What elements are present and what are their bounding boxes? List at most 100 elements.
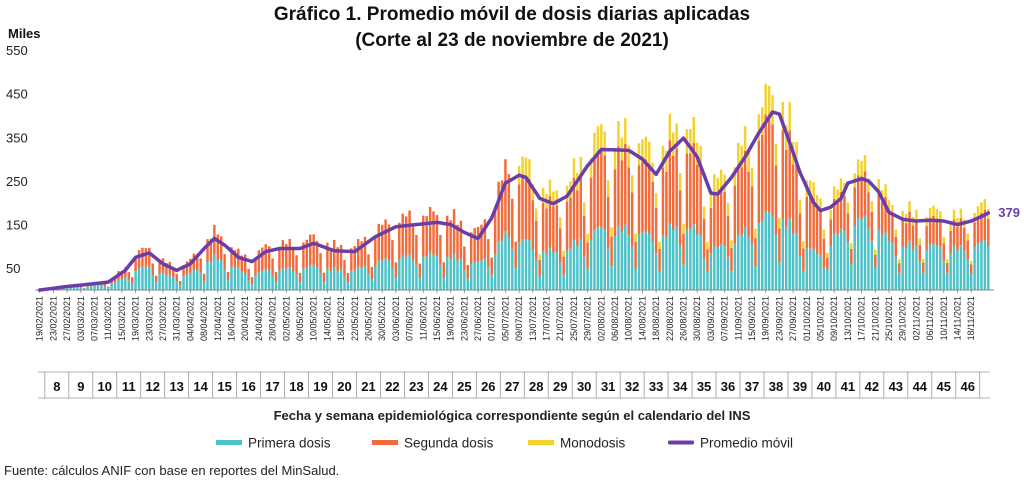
segunda-dosis-bar (976, 216, 980, 244)
segunda-dosis-bar (730, 247, 733, 272)
primera-dosis-bar (497, 241, 500, 290)
primera-dosis-bar (353, 270, 356, 290)
x-tick-label: 06/11/2021 (925, 296, 935, 340)
primera-dosis-bar (716, 247, 719, 290)
segunda-dosis-bar (785, 149, 788, 228)
segunda-dosis-bar (606, 196, 610, 249)
primera-dosis-bar (826, 269, 829, 290)
primera-dosis-bar (271, 275, 274, 290)
segunda-dosis-bar (305, 239, 309, 268)
segunda-dosis-bar (856, 175, 860, 219)
x-tick-label: 18/05/2021 (336, 296, 346, 341)
segunda-dosis-bar (103, 283, 107, 287)
primera-dosis-bar (476, 261, 480, 290)
segunda-dosis-bar (137, 250, 141, 269)
primera-dosis-bar (151, 275, 154, 290)
segunda-dosis-bar (182, 264, 185, 277)
primera-dosis-bar (925, 250, 928, 290)
primera-dosis-bar (891, 243, 894, 290)
segunda-dosis-bar (120, 271, 124, 280)
segunda-dosis-bar (555, 205, 559, 253)
x-tick-label: 05/10/2021 (815, 296, 825, 341)
monodosis-bar (641, 139, 644, 162)
primera-dosis-bar (887, 240, 891, 290)
segunda-dosis-bar (233, 250, 237, 269)
x-tick-label: 21/10/2021 (870, 296, 880, 341)
primera-dosis-bar (610, 266, 613, 290)
monodosis-bar (524, 157, 528, 178)
x-tick-label: 02/08/2021 (596, 296, 606, 341)
primera-dosis-bar (339, 269, 343, 290)
primera-dosis-bar (973, 247, 976, 290)
primera-dosis-bar (956, 250, 959, 290)
segunda-dosis-bar (469, 232, 473, 265)
x-tick-label: 29/07/2021 (583, 296, 593, 341)
segunda-dosis-bar (319, 253, 322, 274)
primera-dosis-bar (884, 231, 887, 290)
x-tick-label: 21/07/2021 (555, 296, 565, 341)
segunda-dosis-bar (267, 246, 271, 271)
segunda-dosis-bar (285, 244, 288, 270)
monodosis-bar (874, 249, 877, 255)
monodosis-bar (815, 195, 819, 210)
primera-dosis-bar (384, 258, 387, 290)
primera-dosis-bar (445, 256, 449, 290)
x-tick-label: 10/11/2021 (939, 296, 949, 340)
week-label: 11 (122, 379, 136, 394)
monodosis-bar (750, 168, 754, 187)
primera-dosis-bar (815, 253, 819, 290)
segunda-dosis-bar (921, 262, 925, 273)
x-tick-label: 23/06/2021 (459, 296, 469, 341)
monodosis-bar (572, 158, 576, 178)
primera-dosis-bar (83, 288, 86, 290)
source-note: Fuente: cálculos ANIF con base en report… (4, 463, 339, 478)
x-tick-label: 25/07/2021 (569, 296, 579, 341)
segunda-dosis-bar (302, 242, 305, 269)
primera-dosis-bar (483, 258, 487, 290)
primera-dosis-bar (850, 264, 853, 290)
primera-dosis-bar (380, 260, 384, 290)
primera-dosis-bar (976, 243, 980, 290)
primera-dosis-bar (137, 268, 141, 290)
segunda-dosis-bar (891, 215, 894, 244)
segunda-dosis-bar (874, 254, 877, 268)
x-axis-ticks: 19/02/2021 23/02/2021 27/02/2021 03/03/2021… (35, 290, 976, 341)
segunda-dosis-bar (404, 216, 408, 257)
segunda-dosis-bar (490, 257, 493, 276)
x-tick-label: 19/02/2021 (35, 296, 45, 341)
primera-dosis-bar (332, 267, 336, 290)
primera-dosis-bar (706, 271, 709, 290)
primera-dosis-bar (798, 255, 802, 290)
primera-dosis-bar (237, 267, 240, 290)
monodosis-bar (832, 186, 836, 199)
primera-dosis-bar (771, 215, 774, 290)
primera-dosis-bar (863, 215, 867, 290)
legend-swatch (528, 440, 554, 445)
week-label: 17 (265, 379, 279, 394)
primera-dosis-bar (278, 270, 281, 290)
primera-dosis-bar (538, 276, 541, 290)
monodosis-bar (624, 118, 627, 144)
x-tick-label: 27/02/2021 (62, 296, 72, 341)
segunda-dosis-bar (589, 177, 593, 240)
segunda-dosis-bar (654, 207, 658, 254)
segunda-dosis-bar (517, 184, 521, 243)
primera-dosis-bar (613, 236, 617, 290)
primera-dosis-bar (634, 268, 637, 290)
monodosis-bar (538, 254, 541, 260)
primera-dosis-bar (148, 266, 151, 290)
x-tick-label: 06/08/2021 (610, 296, 620, 341)
segunda-dosis-bar (524, 177, 528, 240)
monodosis-bar (932, 205, 935, 216)
primera-dosis-bar (493, 254, 497, 290)
segunda-dosis-bar (932, 215, 935, 244)
monodosis-bar (541, 187, 545, 204)
segunda-dosis-bar (648, 163, 651, 234)
monodosis-bar (980, 202, 983, 213)
primera-dosis-bar (295, 274, 298, 290)
segunda-dosis-bar (819, 212, 822, 256)
segunda-dosis-bar (898, 263, 901, 274)
monodosis-bar (802, 241, 805, 249)
primera-dosis-bar (600, 227, 603, 290)
primera-dosis-bar (589, 239, 593, 290)
